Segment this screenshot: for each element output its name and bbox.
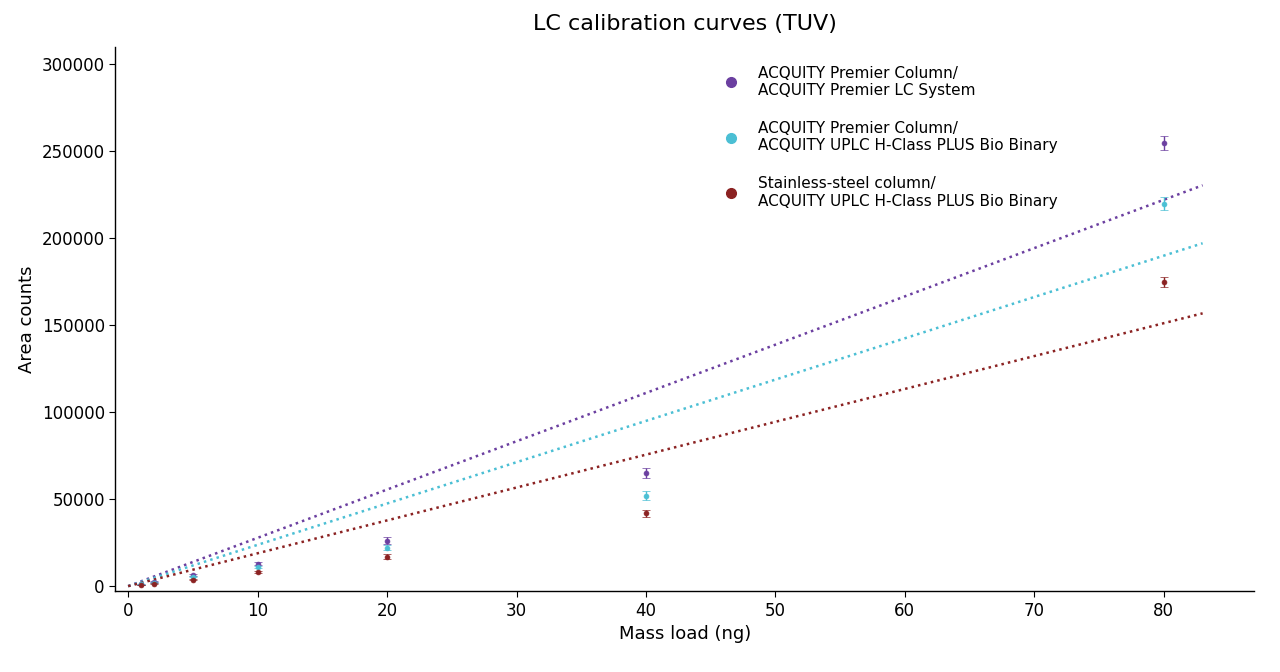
- Title: LC calibration curves (TUV): LC calibration curves (TUV): [532, 14, 837, 34]
- Y-axis label: Area counts: Area counts: [18, 265, 36, 373]
- Legend: ACQUITY Premier Column/
ACQUITY Premier LC System, ACQUITY Premier Column/
ACQUI: ACQUITY Premier Column/ ACQUITY Premier …: [716, 66, 1057, 208]
- X-axis label: Mass load (ng): Mass load (ng): [618, 626, 751, 643]
